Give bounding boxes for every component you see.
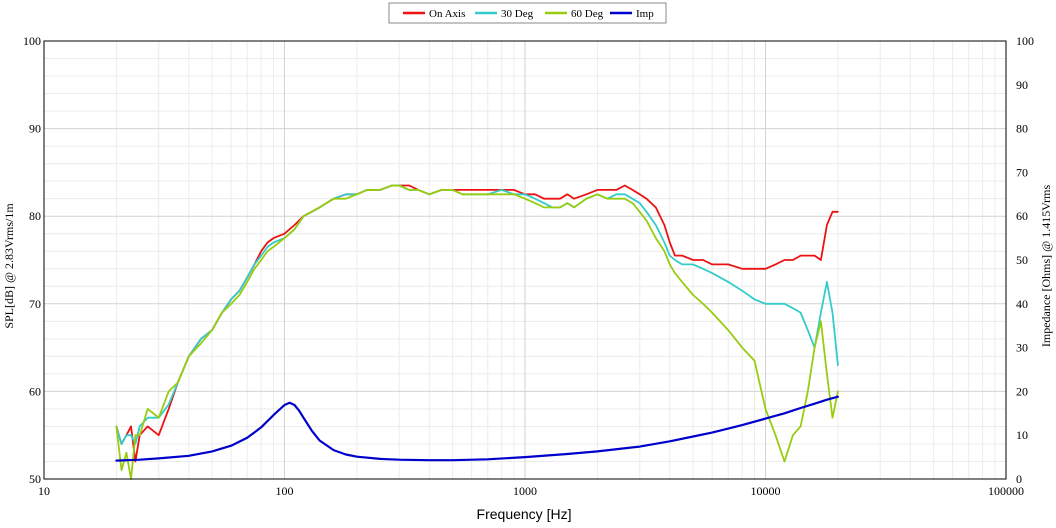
x-tick-label: 100000 [988,484,1024,498]
y-tick-label: 80 [29,209,41,223]
y2-tick-label: 70 [1016,165,1028,179]
legend-box [388,2,667,24]
y-tick-label: 70 [29,297,41,311]
series-line-60-deg [115,184,839,480]
y2-tick-labels: 0 10 20 30 40 50 60 70 80 90 100 [1016,34,1034,486]
y2-tick-label: 40 [1016,297,1028,311]
y-tick-label: 50 [29,472,41,486]
x-tick-label: 1000 [513,484,537,498]
legend-label-imp: Imp [636,8,654,20]
y2-tick-label: 60 [1016,209,1028,223]
y2-tick-label: 30 [1016,341,1028,355]
x-tick-label: 100 [276,484,294,498]
y-axis-title: SPL[dB] @ 2.83Vrms/1m [2,203,16,329]
series-layer [115,184,840,480]
x-tick-label: 10000 [751,484,781,498]
plot-frame [43,40,1007,480]
y-tick-label: 90 [29,122,41,136]
y2-tick-label: 90 [1016,78,1028,92]
y2-tick-label: 80 [1016,122,1028,136]
y2-tick-label: 100 [1016,34,1034,48]
y2-tick-label: 20 [1016,384,1028,398]
x-tick-labels: 10 100 1000 10000 100000 [38,484,1024,498]
y2-tick-label: 10 [1016,428,1028,442]
legend-label-60-deg: 60 Deg [571,8,604,20]
y2-axis-title: Impedance [Ohms] @ 1.415Vrms [1039,185,1053,348]
y2-tick-label: 50 [1016,253,1028,267]
legend-label-on-axis: On Axis [429,8,465,20]
legend: On Axis 30 Deg 60 Deg Imp [388,2,667,24]
legend-label-30-deg: 30 Deg [501,8,534,20]
y-tick-label: 60 [29,384,41,398]
x-tick-label: 10 [38,484,50,498]
y-tick-labels: 50 60 70 80 90 100 [23,34,41,486]
y2-tick-label: 0 [1016,472,1022,486]
series-line-imp [115,395,840,462]
x-axis-title: Frequency [Hz] [477,506,572,522]
y-tick-label: 100 [23,34,41,48]
